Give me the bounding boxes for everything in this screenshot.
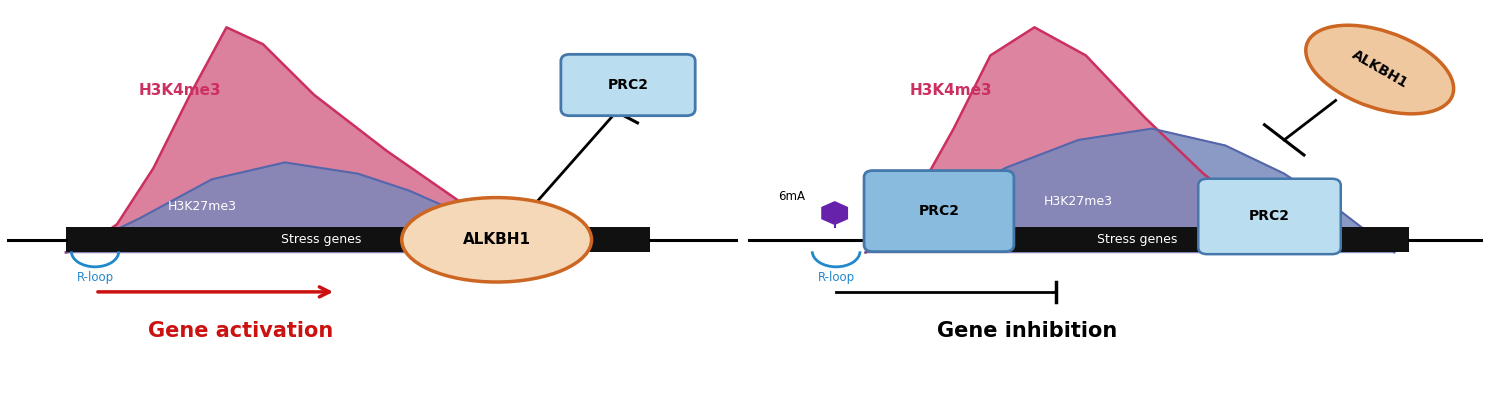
Text: Stress genes: Stress genes: [1097, 233, 1177, 246]
Text: Stress genes: Stress genes: [282, 233, 362, 246]
Bar: [66, 227, 650, 252]
FancyBboxPatch shape: [560, 55, 696, 116]
Text: H3K27me3: H3K27me3: [1044, 195, 1113, 208]
Text: PRC2: PRC2: [608, 78, 648, 92]
Text: Gene activation: Gene activation: [149, 321, 334, 341]
Polygon shape: [866, 129, 1395, 252]
Polygon shape: [66, 162, 548, 252]
Text: 6mA: 6mA: [779, 190, 806, 203]
FancyBboxPatch shape: [864, 171, 1013, 252]
Polygon shape: [822, 202, 848, 224]
FancyBboxPatch shape: [1198, 179, 1341, 254]
Text: R-loop: R-loop: [818, 271, 855, 284]
Ellipse shape: [1305, 25, 1454, 114]
Ellipse shape: [402, 197, 592, 282]
Text: ALKBH1: ALKBH1: [462, 232, 530, 247]
Text: R-loop: R-loop: [76, 271, 113, 284]
Polygon shape: [866, 27, 1322, 252]
Text: PRC2: PRC2: [1249, 209, 1290, 223]
Text: H3K27me3: H3K27me3: [168, 200, 237, 213]
Text: Gene inhibition: Gene inhibition: [937, 321, 1118, 341]
Bar: [866, 227, 1410, 252]
Text: PRC2: PRC2: [918, 204, 960, 218]
Text: H3K4me3: H3K4me3: [139, 83, 222, 98]
Text: ALKBH1: ALKBH1: [1350, 48, 1410, 91]
Polygon shape: [66, 27, 548, 252]
Text: H3K4me3: H3K4me3: [909, 83, 992, 98]
